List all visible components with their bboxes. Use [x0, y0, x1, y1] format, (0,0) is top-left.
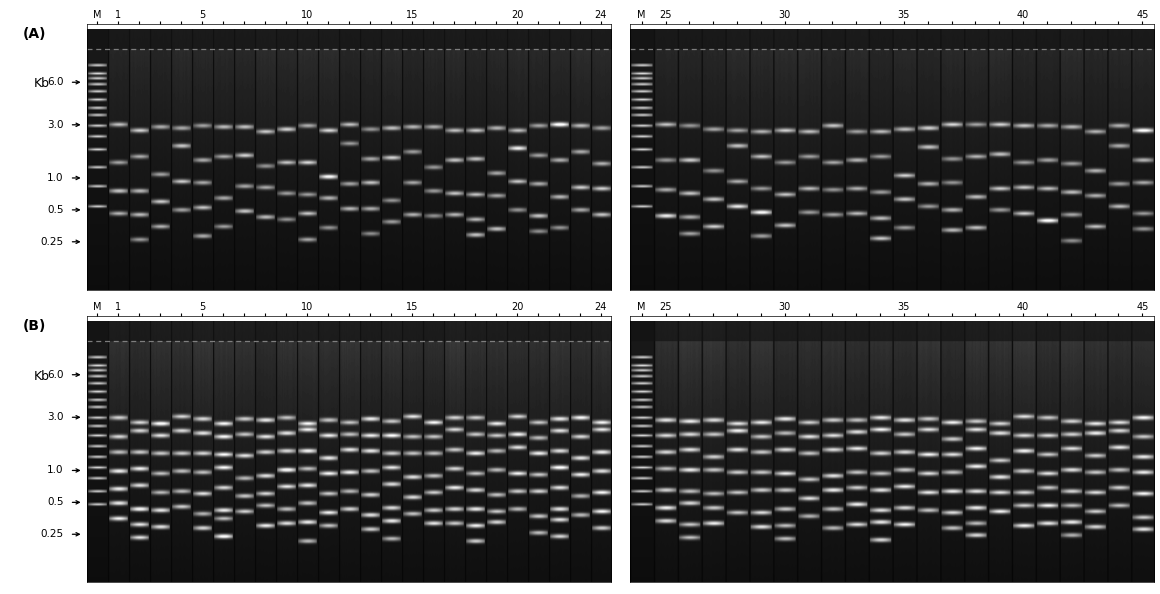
Text: 3.0: 3.0 — [48, 412, 64, 422]
Text: Kb: Kb — [34, 77, 50, 90]
Text: Kb: Kb — [34, 369, 50, 383]
Text: 3.0: 3.0 — [48, 120, 64, 130]
Text: 0.5: 0.5 — [48, 205, 64, 215]
Text: 0.5: 0.5 — [48, 497, 64, 507]
Text: 1.0: 1.0 — [48, 173, 64, 183]
Text: (B): (B) — [23, 319, 46, 333]
Text: 1.0: 1.0 — [48, 466, 64, 475]
Text: 6.0: 6.0 — [48, 369, 64, 380]
Text: 6.0: 6.0 — [48, 77, 64, 87]
Text: 0.25: 0.25 — [41, 529, 64, 539]
Text: (A): (A) — [23, 27, 46, 41]
Text: 0.25: 0.25 — [41, 237, 64, 247]
